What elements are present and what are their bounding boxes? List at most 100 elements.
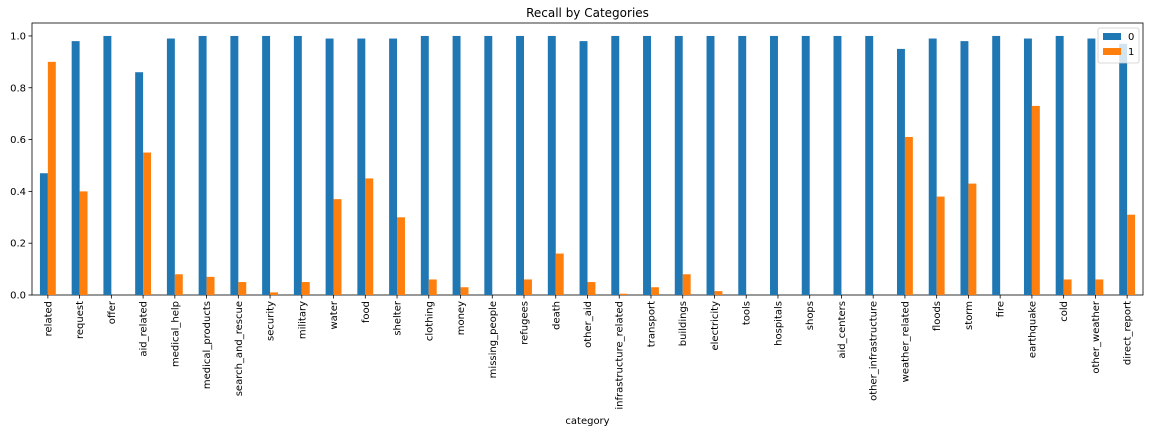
bar-money-series-0 bbox=[452, 35, 461, 295]
bar-floods-series-0 bbox=[928, 38, 937, 296]
x-tick-label-search_and_rescue: search_and_rescue bbox=[234, 301, 245, 396]
bar-other_infrastructure-series-0 bbox=[865, 35, 874, 295]
x-tick-label-cold: cold bbox=[1059, 301, 1070, 322]
series-0 bbox=[39, 35, 1128, 296]
bar-other_weather-series-1 bbox=[1095, 279, 1104, 295]
x-tick-label-fire: fire bbox=[996, 301, 1007, 317]
bar-water-series-0 bbox=[325, 38, 334, 296]
bar-shops-series-0 bbox=[801, 35, 810, 295]
bar-related-series-0 bbox=[39, 173, 48, 295]
y-axis: 0.0 0.2 0.4 0.6 0.8 1.0 bbox=[10, 31, 32, 302]
x-tick-label-security: security bbox=[266, 301, 277, 341]
bar-buildings-series-0 bbox=[674, 35, 683, 295]
bar-direct_report-series-1 bbox=[1127, 214, 1136, 295]
bar-earthquake-series-1 bbox=[1031, 105, 1040, 296]
bar-refugees-series-1 bbox=[524, 279, 532, 295]
x-tick-label-other_infrastructure: other_infrastructure bbox=[869, 301, 880, 401]
bar-infrastructure_related-series-0 bbox=[611, 35, 620, 295]
y-tick-label: 0.2 bbox=[10, 239, 26, 250]
x-tick-label-hospitals: hospitals bbox=[773, 301, 784, 346]
bar-water-series-1 bbox=[333, 199, 342, 295]
x-tick-label-refugees: refugees bbox=[520, 301, 531, 345]
x-tick-label-military: military bbox=[297, 301, 308, 339]
x-tick-label-offer: offer bbox=[107, 300, 118, 324]
bar-aid_centers-series-0 bbox=[833, 35, 842, 295]
bar-cold-series-0 bbox=[1055, 35, 1064, 295]
x-tick-label-other_weather: other_weather bbox=[1091, 300, 1102, 374]
bar-food-series-1 bbox=[365, 178, 374, 295]
bar-military-series-0 bbox=[293, 35, 302, 295]
bar-medical_help-series-1 bbox=[174, 274, 183, 295]
x-tick-label-other_aid: other_aid bbox=[583, 301, 594, 348]
x-tick-label-transport: transport bbox=[646, 301, 657, 347]
bar-medical_help-series-0 bbox=[166, 38, 175, 296]
bar-aid_related-series-1 bbox=[143, 152, 152, 295]
bar-transport-series-0 bbox=[643, 35, 651, 295]
x-tick-label-missing_people: missing_people bbox=[488, 301, 499, 378]
y-tick-label: 0.8 bbox=[10, 83, 26, 94]
bar-security-series-1 bbox=[270, 292, 279, 295]
bar-medical_products-series-1 bbox=[206, 276, 215, 295]
bar-other_weather-series-0 bbox=[1087, 38, 1096, 296]
bar-clothing-series-1 bbox=[428, 279, 437, 295]
x-tick-label-water: water bbox=[329, 300, 340, 329]
bar-search_and_rescue-series-1 bbox=[238, 282, 247, 295]
bar-security-series-0 bbox=[262, 35, 271, 295]
x-tick-label-related: related bbox=[43, 301, 54, 336]
x-tick-label-death: death bbox=[551, 301, 562, 330]
bar-tools-series-0 bbox=[738, 35, 747, 295]
bar-direct_report-series-0 bbox=[1119, 43, 1128, 295]
y-tick-label: 0.4 bbox=[10, 187, 26, 198]
chart-title: Recall by Categories bbox=[526, 6, 649, 20]
x-tick-label-infrastructure_related: infrastructure_related bbox=[615, 301, 626, 410]
x-tick-label-tools: tools bbox=[742, 301, 753, 325]
bar-transport-series-1 bbox=[650, 287, 659, 295]
bar-offer-series-0 bbox=[103, 35, 112, 295]
x-tick-label-request: request bbox=[75, 301, 86, 339]
bar-fire-series-0 bbox=[992, 35, 1001, 295]
bar-other_aid-series-1 bbox=[587, 282, 596, 295]
bar-electricity-series-1 bbox=[714, 291, 723, 295]
bar-medical_products-series-0 bbox=[198, 35, 207, 295]
legend-label-0: 0 bbox=[1128, 32, 1134, 43]
y-tick-label: 0.6 bbox=[10, 135, 26, 146]
x-axis-label: category bbox=[565, 416, 609, 427]
x-tick-label-aid_centers: aid_centers bbox=[837, 301, 848, 359]
bar-missing_people-series-0 bbox=[484, 35, 493, 295]
bar-shelter-series-1 bbox=[397, 217, 405, 295]
bar-weather_related-series-0 bbox=[896, 48, 905, 296]
bar-money-series-1 bbox=[460, 287, 469, 295]
legend-swatch-1 bbox=[1103, 48, 1121, 55]
bar-military-series-1 bbox=[301, 282, 310, 295]
bar-shelter-series-0 bbox=[389, 38, 398, 296]
x-tick-label-weather_related: weather_related bbox=[900, 301, 911, 382]
x-tick-label-direct_report: direct_report bbox=[1123, 301, 1134, 365]
bar-clothing-series-0 bbox=[420, 35, 429, 295]
bar-request-series-0 bbox=[71, 41, 80, 296]
x-axis: related request offer aid_related medical_he… bbox=[43, 295, 1134, 410]
legend-swatch-0 bbox=[1103, 33, 1121, 40]
bar-aid_related-series-0 bbox=[135, 72, 144, 295]
x-tick-label-shops: shops bbox=[805, 301, 816, 330]
bar-storm-series-1 bbox=[968, 183, 977, 295]
x-tick-label-earthquake: earthquake bbox=[1027, 301, 1038, 358]
bar-buildings-series-1 bbox=[682, 274, 691, 295]
bar-weather_related-series-1 bbox=[904, 136, 913, 295]
bar-other_aid-series-0 bbox=[579, 41, 588, 296]
bar-infrastructure_related-series-1 bbox=[619, 293, 628, 295]
bar-electricity-series-0 bbox=[706, 35, 715, 295]
bar-hospitals-series-0 bbox=[770, 35, 778, 295]
bars bbox=[39, 35, 1136, 296]
x-tick-label-food: food bbox=[361, 301, 372, 323]
bar-floods-series-1 bbox=[936, 196, 945, 295]
bar-related-series-1 bbox=[47, 61, 56, 295]
x-tick-label-medical_products: medical_products bbox=[202, 301, 213, 389]
x-tick-label-storm: storm bbox=[964, 301, 975, 330]
x-tick-label-clothing: clothing bbox=[424, 301, 435, 341]
legend-label-1: 1 bbox=[1128, 47, 1134, 58]
y-tick-label: 0.0 bbox=[10, 291, 26, 302]
bar-death-series-1 bbox=[555, 253, 564, 295]
x-tick-label-money: money bbox=[456, 301, 467, 335]
bar-earthquake-series-0 bbox=[1023, 38, 1032, 296]
